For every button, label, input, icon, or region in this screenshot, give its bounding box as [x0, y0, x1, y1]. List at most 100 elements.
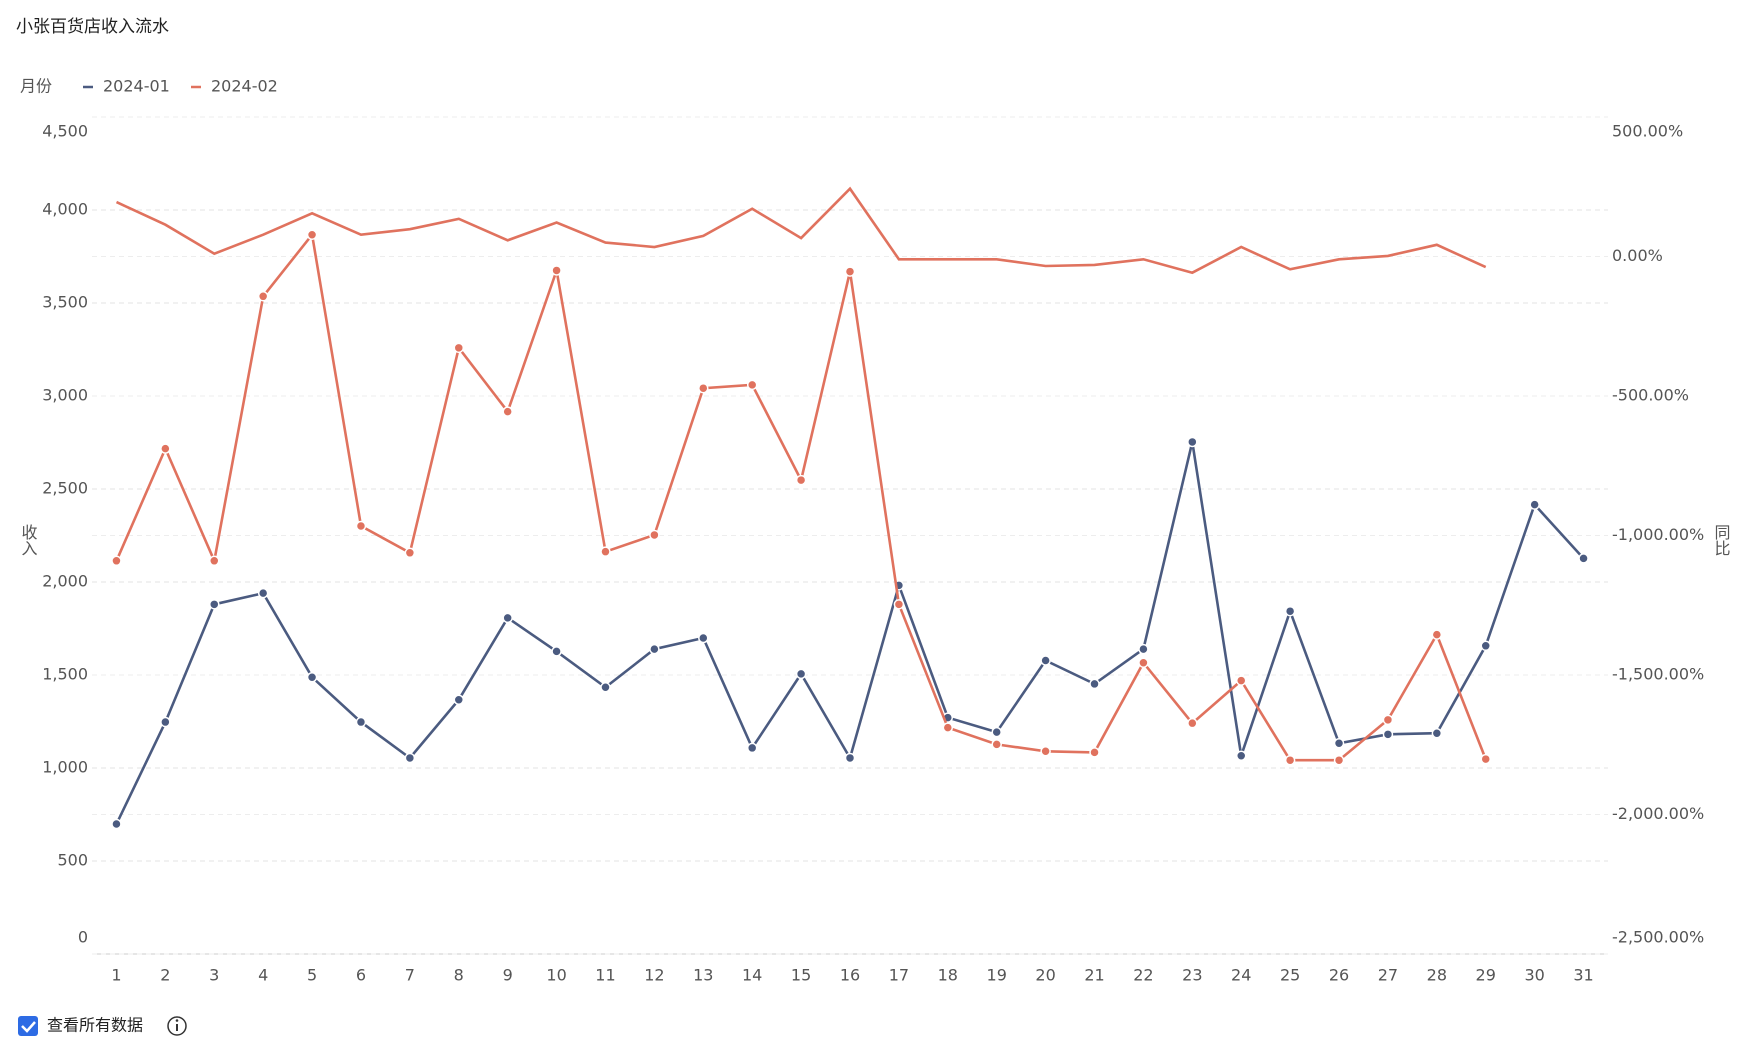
point: [795, 474, 807, 486]
x-tick-label: 29: [1476, 966, 1496, 985]
point: [1333, 738, 1345, 749]
point: [111, 555, 122, 567]
point: [551, 646, 562, 657]
x-tick-label: 2: [160, 966, 170, 985]
point: [649, 643, 660, 655]
point: [160, 443, 171, 454]
point: [404, 547, 416, 559]
point: [1138, 657, 1149, 668]
y-tick-label: 1,000: [42, 758, 88, 777]
point: [1040, 746, 1051, 757]
x-tick-label: 4: [258, 966, 268, 985]
x-tick-label: 1: [111, 966, 121, 985]
y2-axis-title: 同比: [1712, 524, 1731, 556]
point: [209, 555, 220, 567]
point: [1529, 499, 1540, 510]
x-tick-label: 27: [1378, 966, 1398, 985]
x-tick-label: 30: [1524, 966, 1544, 985]
point: [1040, 655, 1051, 666]
point: [698, 632, 709, 644]
point: [746, 742, 758, 754]
point: [844, 266, 856, 277]
point: [355, 716, 367, 728]
point: [942, 722, 954, 733]
point: [991, 726, 1002, 738]
series-line: [115, 441, 1585, 825]
point: [1284, 605, 1296, 617]
x-tick-label: 25: [1280, 966, 1300, 985]
y-axis-title: 收入: [19, 524, 38, 556]
point: [1235, 675, 1247, 686]
point: [1089, 678, 1100, 690]
series-line: [115, 231, 1487, 762]
point: [1382, 714, 1394, 726]
y2-tick-label: 500.00%: [1612, 122, 1683, 141]
point: [1382, 729, 1394, 740]
y-tick-label: 3,000: [42, 386, 88, 405]
point: [306, 229, 318, 240]
point: [1578, 553, 1589, 564]
legend-label: 2024-02: [211, 77, 278, 96]
point: [1431, 727, 1443, 739]
y2-tick-label: -1,500.00%: [1612, 665, 1704, 684]
point: [600, 682, 611, 693]
point: [1284, 754, 1296, 766]
checkbox-label[interactable]: 查看所有数据: [47, 1016, 143, 1035]
x-tick-label: 7: [405, 966, 415, 985]
x-tick-label: 17: [889, 966, 909, 985]
point: [453, 694, 465, 705]
x-tick-label: 19: [987, 966, 1007, 985]
point: [502, 406, 513, 417]
point: [649, 529, 660, 541]
point: [844, 752, 856, 764]
point: [453, 342, 465, 354]
x-tick-label: 6: [356, 966, 366, 985]
point: [306, 671, 318, 683]
point: [1480, 640, 1491, 652]
x-tick-label: 16: [840, 966, 860, 985]
x-tick-label: 12: [644, 966, 664, 985]
info-icon-dot: [175, 1019, 179, 1022]
point: [257, 587, 269, 599]
x-tick-label: 5: [307, 966, 317, 985]
y-tick-label: 0: [78, 928, 88, 947]
chart-title: 小张百货店收入流水: [16, 17, 169, 37]
point: [698, 382, 709, 394]
point: [600, 546, 611, 557]
x-tick-label: 18: [938, 966, 958, 985]
x-tick-label: 8: [454, 966, 464, 985]
x-tick-label: 13: [693, 966, 713, 985]
y-tick-label: 4,500: [42, 122, 88, 141]
point: [1480, 753, 1491, 765]
point: [1187, 436, 1198, 448]
legend-title: 月份: [20, 77, 52, 96]
point: [1089, 747, 1100, 758]
x-tick-label: 3: [209, 966, 219, 985]
x-tick-label: 24: [1231, 966, 1251, 985]
point: [551, 265, 562, 276]
x-tick-label: 22: [1133, 966, 1153, 985]
x-tick-label: 14: [742, 966, 762, 985]
point: [404, 752, 416, 764]
point: [111, 818, 122, 830]
y2-tick-label: 0.00%: [1612, 246, 1663, 265]
y-tick-label: 2,500: [42, 479, 88, 498]
x-tick-label: 31: [1573, 966, 1593, 985]
y-tick-label: 3,500: [42, 293, 88, 312]
info-icon[interactable]: [167, 1016, 187, 1036]
y2-tick-label: -2,500.00%: [1612, 928, 1704, 947]
point: [1431, 629, 1443, 640]
point: [355, 520, 367, 532]
point: [991, 739, 1002, 750]
point: [502, 612, 513, 624]
y-tick-label: 2,000: [42, 572, 88, 591]
x-tick-label: 15: [791, 966, 811, 985]
y-tick-label: 500: [57, 851, 88, 870]
point: [746, 379, 758, 391]
checkbox[interactable]: [18, 1016, 38, 1036]
point: [1333, 754, 1345, 766]
y-tick-label: 4,000: [42, 200, 88, 219]
point: [1235, 750, 1247, 761]
point: [257, 291, 269, 302]
